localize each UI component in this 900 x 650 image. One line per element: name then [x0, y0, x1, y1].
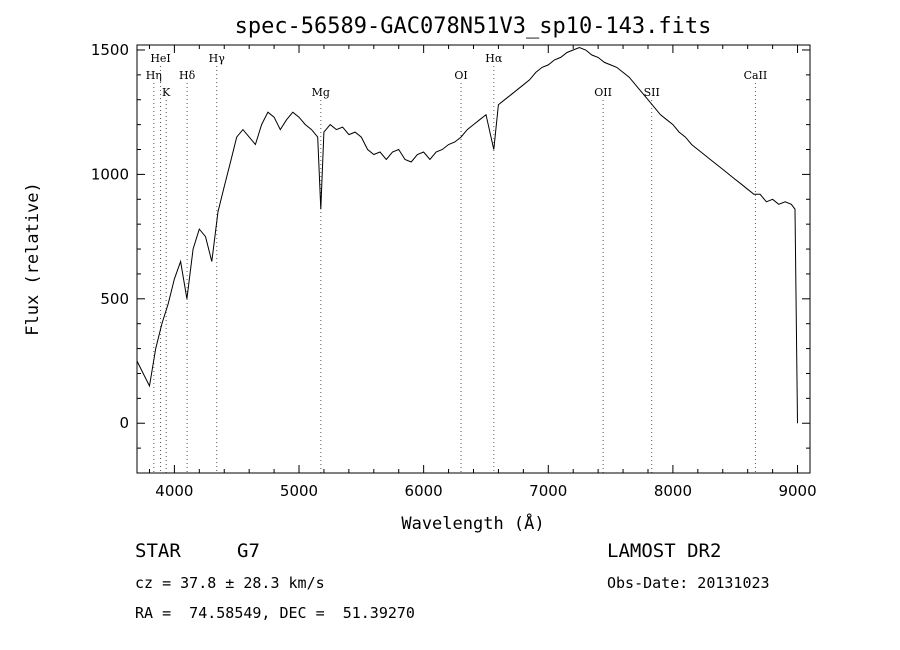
spectral-line-label: HeI	[150, 52, 170, 65]
spectral-line-label: SII	[644, 86, 660, 99]
x-tick-label: 6000	[405, 482, 443, 500]
object-type: STAR	[135, 540, 181, 562]
x-tick-label: 8000	[654, 482, 692, 500]
spectral-line-label: K	[162, 86, 171, 99]
spectral-line-label: Hγ	[209, 52, 226, 65]
x-tick-label: 7000	[529, 482, 567, 500]
plot-frame	[136, 44, 811, 474]
x-tick-label: 5000	[280, 482, 318, 500]
y-axis-label: Flux (relative)	[23, 182, 43, 336]
x-axis-label: Wavelength (Å)	[401, 512, 544, 534]
spectral-line-markers: HeI HηK Hδ Hγ Mg OI Hα OII SII CaII	[146, 52, 768, 473]
y-tick-label: 1000	[91, 165, 129, 183]
spectral-line-label: OI	[454, 69, 467, 82]
spectral-line-label: Hη	[146, 69, 162, 82]
x-tick-label: 4000	[155, 482, 193, 500]
y-tick-label: 500	[100, 290, 129, 308]
y-tick-label: 0	[119, 414, 129, 432]
spectrum-chart: spec-56589-GAC078N51V3_sp10-143.fits HeI…	[23, 14, 817, 534]
y-tick-label: 1500	[91, 41, 129, 59]
spectral-line-label: Hδ	[179, 69, 196, 82]
axis-ticks: 4000 5000 6000 7000 8000 9000 0 500 1000 1500	[91, 41, 817, 500]
coordinates: RA = 74.58549, DEC = 51.39270	[135, 604, 415, 622]
survey-name: LAMOST DR2	[607, 540, 722, 562]
chart-title: spec-56589-GAC078N51V3_sp10-143.fits	[235, 14, 712, 39]
redshift-info: cz = 37.8 ± 28.3 km/s	[135, 574, 325, 592]
spectral-line-label: Mg	[312, 86, 330, 99]
x-tick-label: 9000	[778, 482, 816, 500]
spectral-line-label: CaII	[744, 69, 768, 82]
obs-date: Obs-Date: 20131023	[607, 574, 770, 592]
spectral-line-label: OII	[594, 86, 612, 99]
spectral-subclass: G7	[237, 540, 260, 562]
spectral-line-label: Hα	[485, 52, 503, 65]
spectrum-line	[136, 46, 798, 424]
